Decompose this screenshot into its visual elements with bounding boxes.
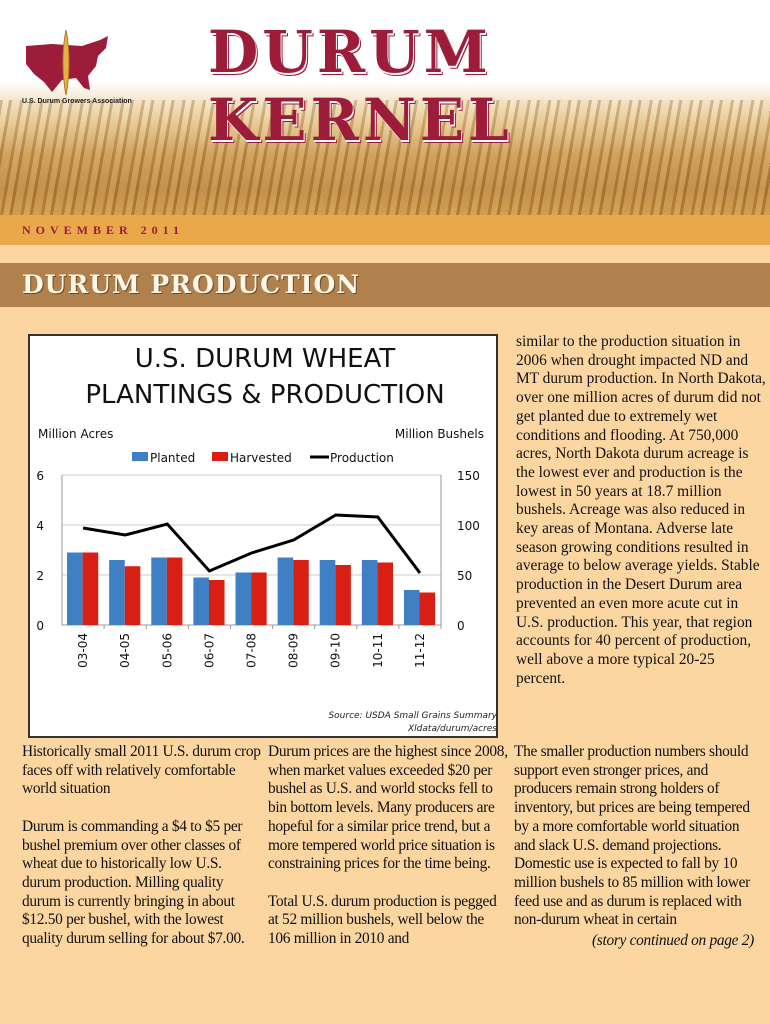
- legend-swatch-planted: [132, 452, 148, 461]
- legend-label: Harvested: [230, 451, 292, 465]
- bar-harvested: [166, 557, 183, 625]
- x-tick-label: 03-04: [76, 633, 90, 668]
- bar-harvested: [251, 572, 267, 625]
- article-paragraph: The smaller production numbers should su…: [514, 743, 750, 929]
- x-tick-label: 10-11: [371, 633, 385, 668]
- y2-tick-label: 100: [457, 519, 480, 533]
- bar-planted: [277, 557, 294, 625]
- y-tick-label: 0: [36, 619, 44, 633]
- bar-planted: [319, 560, 336, 625]
- article-column-2: Durum prices are the highest since 2008,…: [268, 743, 508, 967]
- article-paragraph: Durum prices are the highest since 2008,…: [268, 743, 508, 873]
- chart-title-line-1: U.S. DURUM WHEAT: [134, 344, 396, 374]
- wheat-field-image: [0, 100, 770, 215]
- y2-tick-label: 0: [457, 619, 465, 633]
- usdga-logo-icon: [26, 30, 108, 96]
- bar-harvested: [293, 560, 309, 625]
- bar-planted: [235, 572, 252, 625]
- article-paragraph: Durum is commanding a $4 to $5 per bushe…: [22, 817, 245, 948]
- chart-plot: Million Acres Million Bushels 0 2 4 6 0 50 100 15…: [36, 427, 497, 734]
- date-band: [0, 215, 770, 245]
- bar-harvested: [419, 592, 436, 625]
- legend-label: Production: [330, 451, 394, 465]
- bar-harvested: [124, 566, 141, 625]
- x-tick-label: 04-05: [118, 633, 132, 668]
- section-title: DURUM PRODUCTION: [22, 270, 361, 299]
- article-paragraph: Total U.S. durum production is pegged at…: [268, 892, 497, 948]
- y-tick-label: 2: [36, 569, 44, 583]
- chart-source: Source: USDA Small Grains Summary: [328, 711, 497, 721]
- bar-planted: [403, 590, 420, 625]
- article-right-column: similar to the production situation in 2…: [516, 333, 766, 707]
- spacer-band: [0, 245, 770, 262]
- issue-date: NOVEMBER 2011: [22, 223, 185, 237]
- bar-planted: [361, 560, 378, 625]
- y-tick-label: 4: [36, 519, 44, 533]
- y-tick-label: 6: [36, 469, 44, 483]
- x-tick-label: 09-10: [329, 633, 343, 668]
- x-tick-label: 08-09: [287, 633, 301, 668]
- bar-planted: [151, 557, 167, 625]
- article-column-1: Historically small 2011 U.S. durum crop …: [22, 743, 262, 967]
- x-tick-label: 11-12: [413, 633, 427, 668]
- org-name: U.S. Durum Growers Association: [22, 98, 132, 105]
- legend-label: Planted: [150, 451, 195, 465]
- bar-planted: [193, 577, 209, 625]
- continued-link[interactable]: (story continued on page 2): [591, 932, 754, 950]
- article-paragraph: Historically small 2011 U.S. durum crop …: [22, 743, 261, 798]
- y2-tick-label: 150: [457, 469, 480, 483]
- bar-harvested: [208, 580, 225, 625]
- x-tick-label: 05-06: [160, 633, 174, 668]
- article-column-3: The smaller production numbers should su…: [514, 743, 764, 951]
- chart-source: Xldata/durum/acres: [407, 724, 497, 734]
- chart-title-line-2: PLANTINGS & PRODUCTION: [85, 380, 445, 410]
- durum-chart: U.S. DURUM WHEAT PLANTINGS & PRODUCTION …: [28, 334, 498, 738]
- bar-harvested: [377, 562, 393, 625]
- article-paragraph: similar to the production situation in 2…: [516, 333, 766, 687]
- bar-planted: [109, 560, 125, 625]
- newsletter-title: DURUM KERNEL: [208, 18, 513, 154]
- section-bar: [0, 263, 770, 307]
- x-tick-label: 06-07: [202, 633, 216, 668]
- y-axis-label: Million Acres: [38, 427, 113, 441]
- y2-tick-label: 50: [457, 569, 472, 583]
- production-line: [82, 513, 422, 574]
- masthead-banner: [0, 0, 770, 215]
- bar-harvested: [335, 565, 351, 625]
- legend-swatch-harvested: [212, 452, 228, 461]
- bar-planted: [67, 552, 83, 625]
- x-tick-label: 07-08: [245, 633, 259, 668]
- bar-harvested: [82, 552, 99, 625]
- y2-axis-label: Million Bushels: [395, 427, 484, 441]
